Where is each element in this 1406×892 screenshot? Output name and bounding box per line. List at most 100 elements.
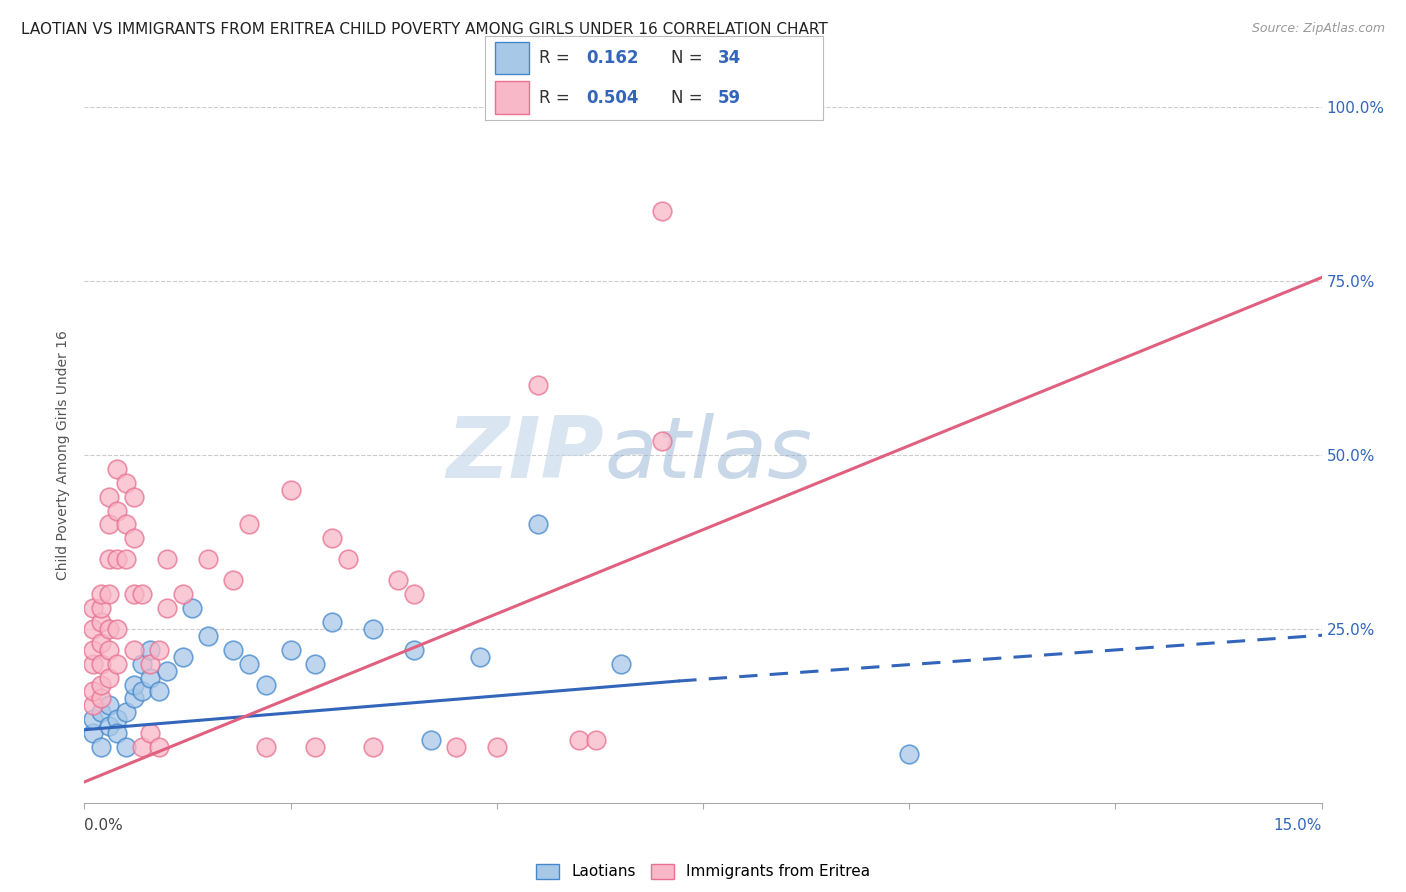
Point — [172, 649, 194, 664]
Point — [98, 517, 121, 532]
Point — [98, 490, 121, 504]
Point — [527, 378, 550, 392]
Point — [82, 622, 104, 636]
Text: 0.162: 0.162 — [586, 49, 638, 67]
Point — [485, 740, 508, 755]
Text: atlas: atlas — [605, 413, 813, 497]
Point — [90, 601, 112, 615]
Text: 0.0%: 0.0% — [84, 818, 124, 832]
Point — [254, 677, 277, 691]
Point — [280, 642, 302, 657]
Point — [98, 552, 121, 566]
Point — [105, 552, 128, 566]
Point — [90, 740, 112, 755]
Point — [139, 726, 162, 740]
Point — [131, 657, 153, 671]
Point — [404, 587, 426, 601]
Text: 15.0%: 15.0% — [1274, 818, 1322, 832]
Point — [122, 691, 145, 706]
Point — [139, 642, 162, 657]
Point — [82, 657, 104, 671]
Point — [387, 573, 409, 587]
Point — [131, 740, 153, 755]
Text: 59: 59 — [718, 88, 741, 106]
Point — [197, 629, 219, 643]
Bar — [495, 81, 529, 113]
Point — [98, 671, 121, 685]
Point — [105, 657, 128, 671]
Point — [131, 684, 153, 698]
Point — [131, 587, 153, 601]
Point — [148, 642, 170, 657]
Text: R =: R = — [538, 88, 575, 106]
Point — [82, 698, 104, 713]
Point — [609, 657, 631, 671]
Point — [651, 434, 673, 448]
Legend: Laotians, Immigrants from Eritrea: Laotians, Immigrants from Eritrea — [530, 857, 876, 886]
Point — [82, 601, 104, 615]
Point — [148, 740, 170, 755]
Point — [90, 615, 112, 629]
Point — [156, 552, 179, 566]
Point — [122, 677, 145, 691]
Point — [304, 740, 326, 755]
Point — [82, 726, 104, 740]
Text: N =: N = — [671, 88, 707, 106]
Point — [172, 587, 194, 601]
Text: 0.504: 0.504 — [586, 88, 638, 106]
Point — [105, 712, 128, 726]
Point — [197, 552, 219, 566]
Point — [105, 622, 128, 636]
Point — [321, 615, 343, 629]
Point — [444, 740, 467, 755]
Point — [527, 517, 550, 532]
Point — [222, 642, 245, 657]
Point — [180, 601, 202, 615]
Text: 34: 34 — [718, 49, 741, 67]
Point — [122, 587, 145, 601]
Y-axis label: Child Poverty Among Girls Under 16: Child Poverty Among Girls Under 16 — [56, 330, 70, 580]
Point — [238, 517, 260, 532]
Point — [105, 503, 128, 517]
Point — [98, 587, 121, 601]
Point — [156, 664, 179, 678]
Text: R =: R = — [538, 49, 581, 67]
Point — [361, 622, 384, 636]
Point — [90, 691, 112, 706]
Point — [98, 622, 121, 636]
Point — [82, 642, 104, 657]
Point — [139, 671, 162, 685]
Point — [98, 698, 121, 713]
Point — [90, 636, 112, 650]
Text: LAOTIAN VS IMMIGRANTS FROM ERITREA CHILD POVERTY AMONG GIRLS UNDER 16 CORRELATIO: LAOTIAN VS IMMIGRANTS FROM ERITREA CHILD… — [21, 22, 828, 37]
Point — [280, 483, 302, 497]
Point — [222, 573, 245, 587]
Point — [105, 462, 128, 476]
Point — [148, 684, 170, 698]
Point — [898, 747, 921, 761]
Point — [585, 733, 607, 747]
Point — [321, 532, 343, 546]
Point — [568, 733, 591, 747]
Point — [122, 532, 145, 546]
Point — [82, 684, 104, 698]
Point — [90, 587, 112, 601]
Point — [419, 733, 441, 747]
Point — [98, 642, 121, 657]
Point — [254, 740, 277, 755]
Point — [304, 657, 326, 671]
Point — [337, 552, 360, 566]
Text: N =: N = — [671, 49, 707, 67]
Point — [651, 204, 673, 219]
Point — [82, 712, 104, 726]
Point — [114, 517, 136, 532]
Text: ZIP: ZIP — [446, 413, 605, 497]
Text: Source: ZipAtlas.com: Source: ZipAtlas.com — [1251, 22, 1385, 36]
Point — [122, 642, 145, 657]
Bar — [495, 42, 529, 74]
Point — [122, 490, 145, 504]
Point — [114, 552, 136, 566]
Point — [90, 677, 112, 691]
Point — [90, 657, 112, 671]
Point — [238, 657, 260, 671]
